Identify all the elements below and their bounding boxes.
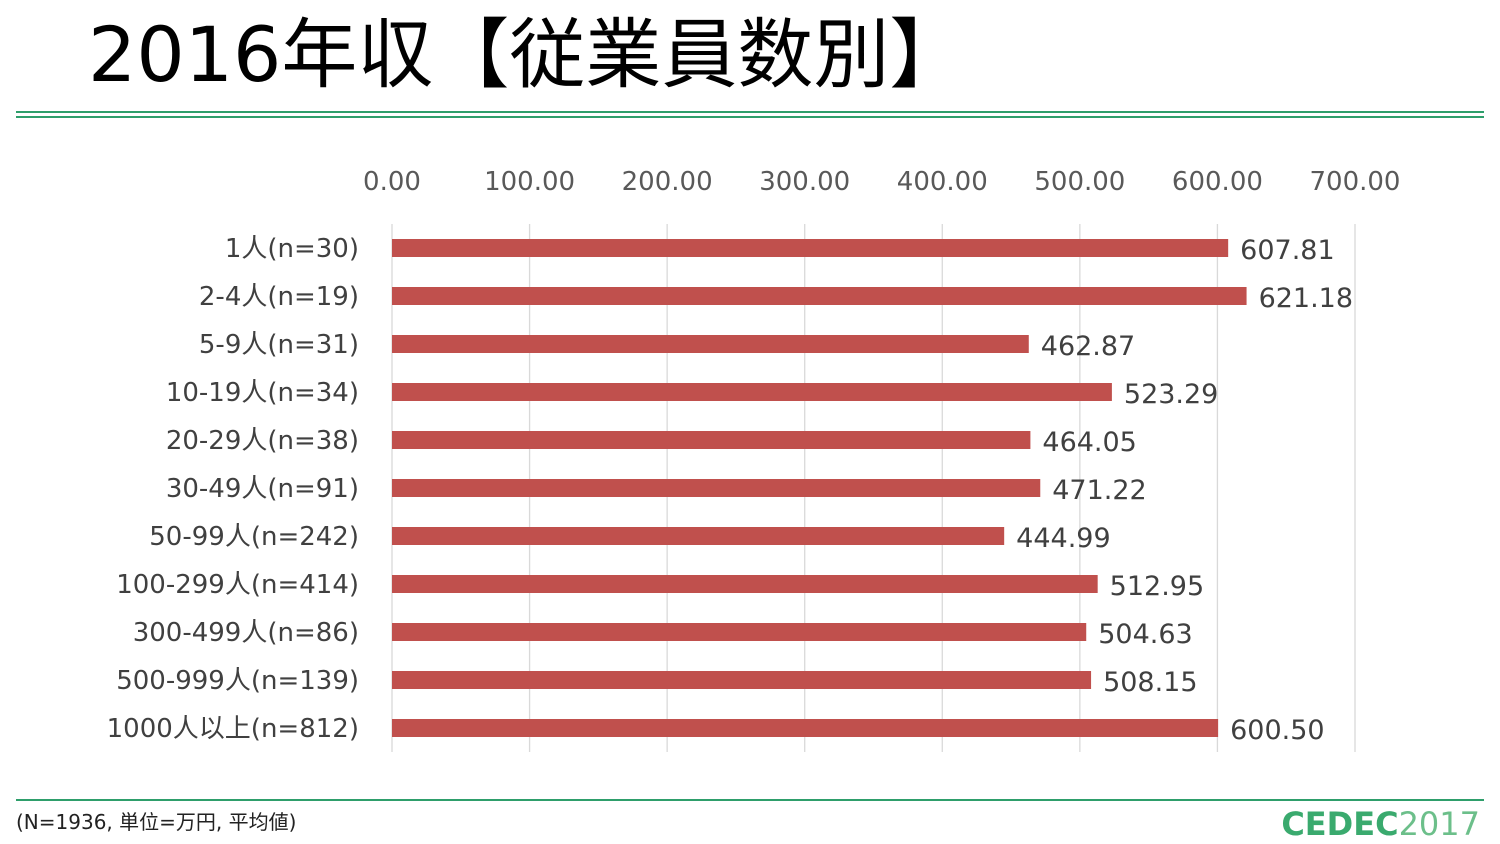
x-tick-label: 0.00 (363, 167, 421, 197)
bar (392, 479, 1041, 497)
x-tick-label: 200.00 (622, 167, 713, 197)
bar (392, 335, 1029, 353)
category-label: 300-499人(n=86) (133, 618, 359, 648)
title-divider-line (16, 111, 1484, 113)
bar (392, 383, 1112, 401)
data-label: 464.05 (1042, 427, 1136, 458)
category-label: 30-49人(n=91) (166, 474, 359, 504)
category-label: 1人(n=30) (225, 234, 359, 264)
x-tick-label: 600.00 (1172, 167, 1263, 197)
bar (392, 671, 1092, 689)
cedec-logo: CEDEC2017 (1281, 804, 1480, 844)
data-label: 504.63 (1098, 619, 1192, 650)
data-label: 607.81 (1240, 235, 1334, 266)
category-label: 5-9人(n=31) (199, 330, 359, 360)
data-label: 462.87 (1041, 331, 1135, 362)
bar (392, 239, 1229, 257)
category-label: 10-19人(n=34) (166, 378, 359, 408)
category-label: 100-299人(n=414) (116, 570, 359, 600)
data-label: 523.29 (1124, 379, 1218, 410)
category-label: 500-999人(n=139) (116, 666, 359, 696)
category-label: 20-29人(n=38) (166, 426, 359, 456)
logo-year-text: 2017 (1398, 805, 1480, 843)
data-label: 621.18 (1259, 283, 1353, 314)
bar (392, 431, 1031, 449)
logo-cedec-text: CEDEC (1281, 805, 1399, 843)
x-tick-label: 400.00 (897, 167, 988, 197)
bar (392, 287, 1247, 305)
salary-by-company-size-bar-chart: 0.00 100.00 200.00 300.00 400.00 500.00 600.00… (107, 167, 1401, 752)
bar (392, 719, 1219, 737)
x-tick-label: 500.00 (1034, 167, 1125, 197)
footnote: (N=1936, 単位=万円, 平均値) (16, 810, 297, 834)
x-tick-label: 100.00 (484, 167, 575, 197)
title-divider-line-secondary (16, 116, 1484, 118)
bar (392, 575, 1098, 593)
category-label: 2-4人(n=19) (199, 282, 359, 312)
data-label: 600.50 (1230, 715, 1324, 746)
category-label: 1000人以上(n=812) (107, 714, 359, 744)
footer-divider-line (16, 799, 1484, 801)
slide-title: 2016年収【従業員数別】 (88, 10, 966, 99)
data-label: 444.99 (1016, 523, 1110, 554)
data-label: 512.95 (1110, 571, 1204, 602)
data-label: 471.22 (1052, 475, 1146, 506)
bar (392, 527, 1005, 545)
category-label: 50-99人(n=242) (149, 522, 359, 552)
data-label: 508.15 (1103, 667, 1197, 698)
bar (392, 623, 1087, 641)
x-tick-label: 300.00 (759, 167, 850, 197)
x-tick-label: 700.00 (1310, 167, 1401, 197)
